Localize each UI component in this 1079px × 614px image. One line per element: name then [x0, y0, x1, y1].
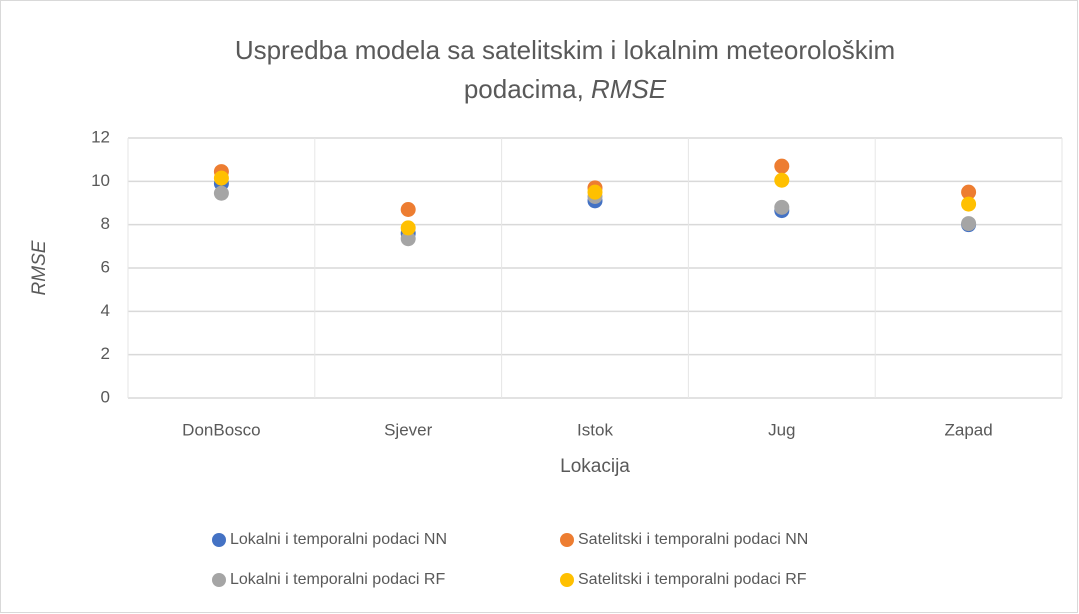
y-tick-label: 4 [101, 301, 110, 320]
y-tick-label: 0 [101, 387, 110, 406]
legend-marker [560, 533, 574, 547]
point [400, 231, 416, 247]
x-tick-label: DonBosco [182, 420, 260, 439]
marks [213, 158, 977, 247]
legend-label: Lokalni i temporalni podaci RF [230, 571, 445, 588]
y-tick-label: 10 [91, 171, 110, 190]
legend-label: Satelitski i temporalni podaci NN [578, 531, 808, 548]
point [400, 202, 416, 217]
x-tick-label: Sjever [384, 420, 433, 439]
legend-marker [560, 573, 574, 587]
legend-marker [212, 573, 226, 587]
y-tick-label: 2 [101, 344, 110, 363]
x-tick-label: Jug [768, 420, 795, 439]
y-tick-label: 8 [101, 214, 110, 233]
x-tick-label: Zapad [944, 420, 992, 439]
legend-label: Lokalni i temporalni podaci NN [230, 531, 447, 548]
chart-title-text: podacima, [464, 74, 584, 104]
point [774, 199, 790, 215]
y-tick-label: 12 [91, 127, 110, 146]
y-tick-label: 6 [101, 257, 110, 276]
chart-title-line2: podacima, RMSE [464, 74, 667, 104]
x-axis-title: Lokacija [560, 456, 630, 477]
point [774, 172, 790, 188]
point [774, 158, 790, 174]
point [961, 196, 977, 212]
grid: 0 2 4 6 8 10 12 DonBosco Sjever Istok Jug Zapad [91, 127, 1063, 439]
point [400, 220, 416, 236]
point [587, 184, 603, 200]
legend-label: Satelitski i temporalni podaci RF [578, 571, 807, 588]
x-tick-label: Istok [577, 420, 613, 439]
chart-title-line1: Uspredba modela sa satelitskim i lokalni… [235, 35, 895, 65]
point [213, 170, 229, 186]
point [961, 184, 977, 200]
chart-title-emphasis: RMSE [591, 74, 667, 104]
point [961, 216, 977, 232]
point [213, 185, 229, 201]
legend-marker [212, 533, 226, 547]
y-axis-title: RMSE [29, 240, 50, 295]
legend: Lokalni i temporalni podaci NN Satelitski… [212, 531, 808, 588]
